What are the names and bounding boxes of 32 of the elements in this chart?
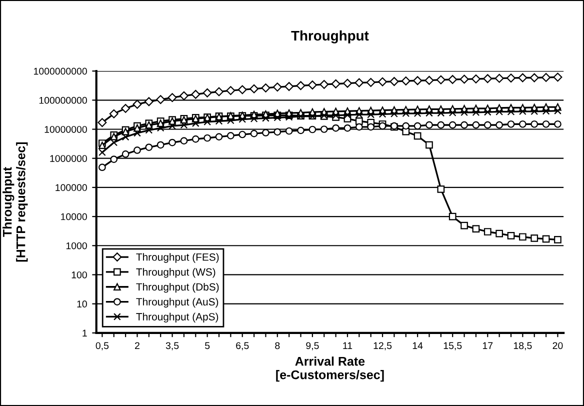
x-tick-label: 15,5 — [444, 342, 462, 350]
legend-label: Throughput (WS) — [136, 268, 216, 278]
x-axis-title: Arrival Rate [e-Customers/sec] — [276, 356, 384, 382]
y-tick-label: 1 — [82, 330, 87, 336]
legend-label: Throughput (AuS) — [136, 298, 218, 308]
x-tick-label: 17 — [482, 342, 493, 349]
y-tick-label: 100000 — [56, 184, 87, 192]
x-tick-label: 18,5 — [514, 342, 532, 350]
y-tick-label: 1000000000 — [34, 68, 87, 75]
y-tick-label: 100 — [72, 271, 87, 278]
legend-label: Throughput (DbS) — [136, 282, 219, 293]
x-tick-label: 14 — [412, 342, 423, 349]
y-tick-label: 1000 — [66, 242, 87, 250]
x-tick-label: 9,5 — [306, 342, 319, 350]
x-tick-label: 2 — [135, 342, 140, 349]
x-tick-label: 8 — [275, 342, 280, 350]
y-tick-label: 10 — [77, 300, 87, 308]
y-tick-label: 1000000 — [50, 155, 87, 162]
y-tick-label: 10000 — [61, 213, 87, 220]
y-tick-label: 100000000 — [39, 96, 87, 104]
y-axis-title: Throughput [HTTP requests/sec] — [2, 142, 28, 262]
y-tick-label: 10000000 — [44, 126, 87, 133]
chart-title: Throughput — [291, 30, 369, 44]
legend-label: Throughput (ApS) — [136, 312, 218, 323]
x-tick-label: 12,5 — [374, 342, 392, 350]
x-tick-label: 11 — [343, 342, 352, 349]
legend-label: Throughput (FES) — [136, 253, 219, 263]
x-tick-label: 6,5 — [236, 342, 249, 350]
x-tick-label: 20 — [552, 342, 563, 350]
x-tick-label: 3,5 — [166, 342, 179, 350]
x-tick-label: 5 — [205, 342, 210, 350]
x-tick-label: 0,5 — [96, 342, 109, 350]
